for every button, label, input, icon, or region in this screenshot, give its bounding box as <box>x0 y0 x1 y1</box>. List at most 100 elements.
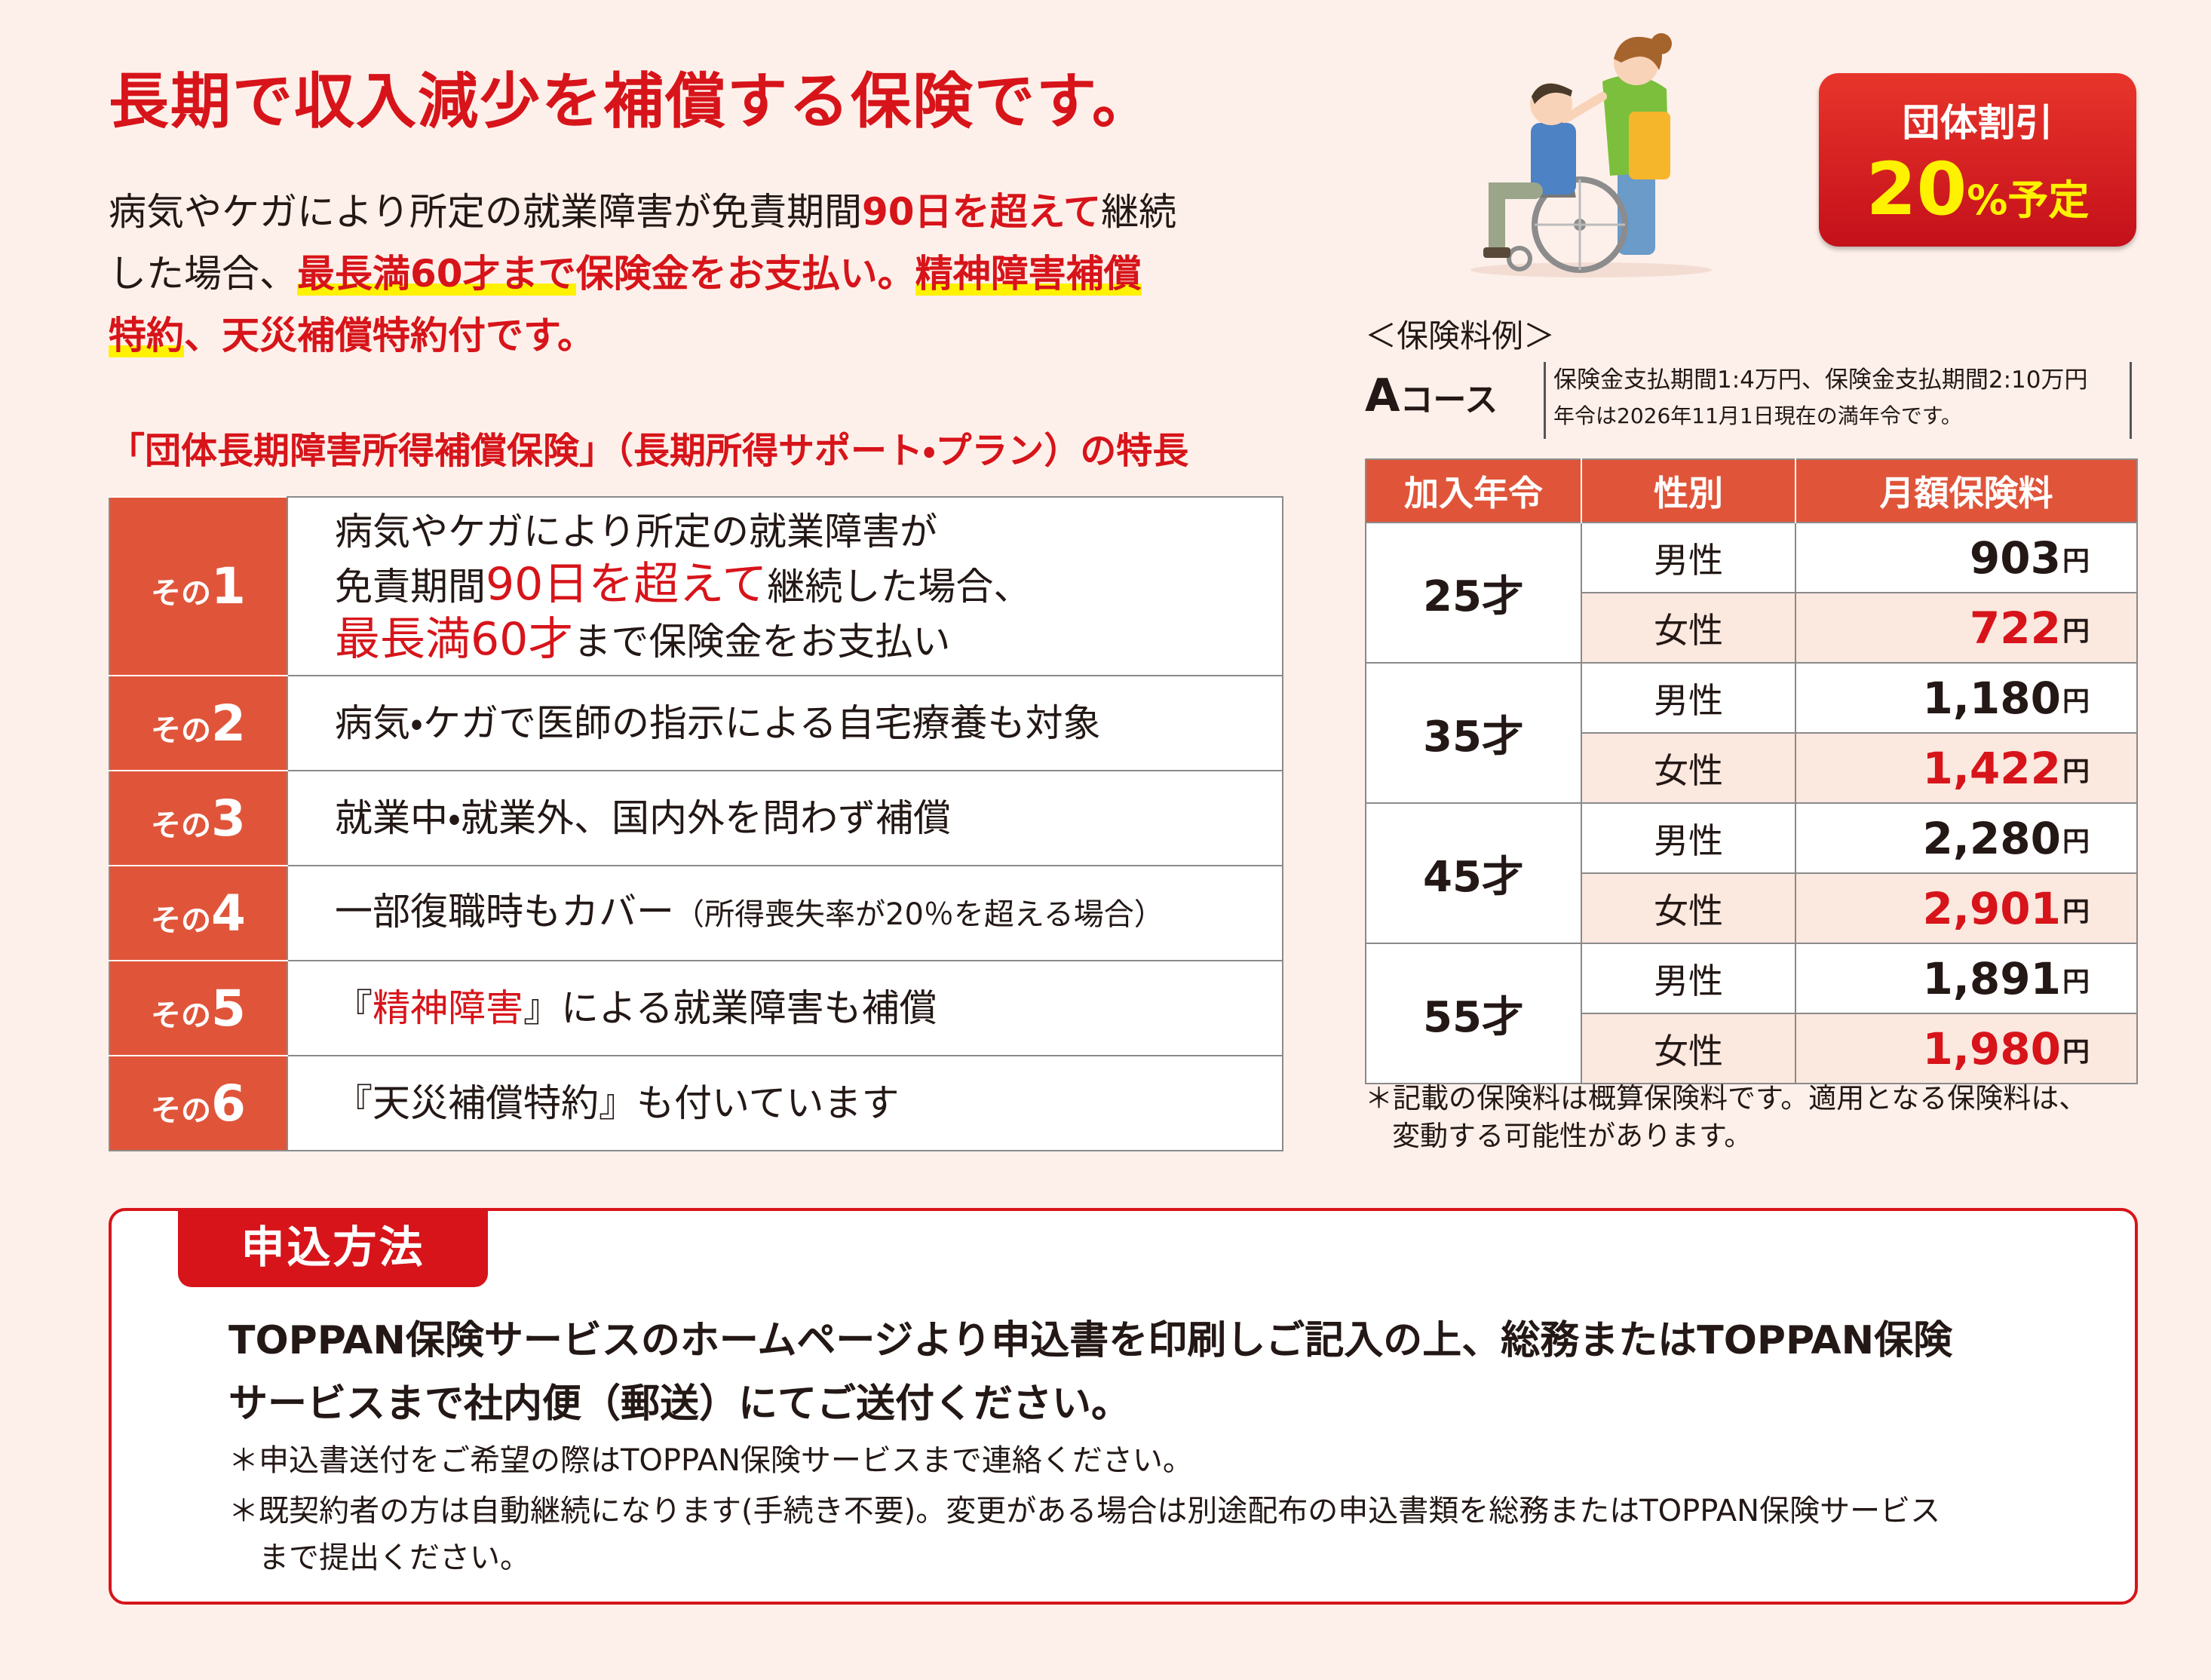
feature-text: 『精神障害』による就業障害も補償 <box>287 960 1283 1056</box>
premium-cell: 1,980 円 <box>1795 1013 2138 1084</box>
text-segment: 『天災補償特約』も付いています <box>335 1081 900 1125</box>
premium-row: 45才 男性 2,280 円 <box>1365 802 2138 944</box>
badge-rate: 20%予定 <box>1819 147 2136 231</box>
text-segment: 精神障害 <box>373 986 523 1030</box>
text-segment: 病気・ケガで医師の指示による自宅療養も対象 <box>335 701 1101 745</box>
premium-cell: 903 円 <box>1795 522 2138 593</box>
premium-unit: 円 <box>2062 616 2090 647</box>
text-segment: 、天災補償特約付です。 <box>184 314 595 357</box>
feature-number: 5 <box>211 979 246 1038</box>
feature-text: 病気やケガにより所定の就業障害が 免責期間90日を超えて継続した場合、 最長満60才… <box>287 496 1283 676</box>
premium-unit: 円 <box>2062 967 2090 998</box>
feature-label: その4 <box>109 865 288 961</box>
discount-badge: 団体割引 20%予定 <box>1819 73 2136 247</box>
feature-prefix: その <box>151 713 212 748</box>
application-box: 申込方法 TOPPAN保険サービスのホームページより申込書を印刷しご記入の上、総… <box>109 1208 2138 1605</box>
premium-row: 女性 722 円 <box>1366 592 2138 664</box>
text-segment: ＊申込書送付をご希望の際はTOPPAN保険サービスまで連絡ください。 <box>228 1443 1193 1478</box>
feature-prefix: その <box>151 808 212 843</box>
feature-label: その6 <box>109 1055 288 1151</box>
course-note: 保険金支払期間1:4万円、保険金支払期間2:10万円 <box>1553 366 2088 394</box>
premium-unit: 円 <box>2062 686 2090 717</box>
age: 55才 <box>1365 943 1582 1084</box>
feature-number: 6 <box>211 1074 246 1133</box>
premium-cell: 2,901 円 <box>1795 872 2138 944</box>
application-note: ＊既契約者の方は自動継続になります(手続き不要)。変更がある場合は別途配布の申込… <box>228 1488 1940 1581</box>
application-notes: ＊申込書送付をご希望の際はTOPPAN保険サービスまで連絡ください。 ＊既契約者の… <box>228 1437 1940 1585</box>
feature-label: その2 <box>109 675 288 771</box>
text-segment: 継続した場合、 <box>767 564 1032 609</box>
feature-label: その3 <box>109 770 288 866</box>
text-segment: 保険金をお支払い。 <box>575 252 915 296</box>
feature-number: 3 <box>211 789 246 848</box>
illustration <box>1470 33 1712 277</box>
feature-prefix: その <box>151 998 212 1033</box>
intro: 病気やケガにより所定の就業障害が免責期間90日を超えて継続した場合、最長満60才… <box>109 181 1176 366</box>
feature-text: 就業中・就業外、国内外を問わず補償 <box>287 770 1283 866</box>
feature-number: 4 <box>211 884 246 943</box>
feature-prefix: その <box>151 576 212 611</box>
feature-label: その5 <box>109 960 288 1056</box>
premium-cell: 722 円 <box>1795 592 2138 664</box>
sex: 男性 <box>1581 522 1796 593</box>
course-note: 年令は2026年11月1日現在の満年令です。 <box>1553 403 1962 428</box>
premium-row: 女性 1,980 円 <box>1366 1013 2138 1084</box>
premium-row: 女性 2,901 円 <box>1366 872 2138 944</box>
course: Aコース <box>1365 369 1498 422</box>
premium-row: 55才 男性 1,891 円 <box>1365 943 2138 1084</box>
text-segment: 『 <box>335 986 373 1030</box>
sex: 女性 <box>1581 1013 1796 1084</box>
text-segment: 90日を超えて <box>862 190 1102 234</box>
feature-text: 病気・ケガで医師の指示による自宅療養も対象 <box>287 675 1283 771</box>
text-segment: TOPPAN保険サービスのホームページより申込書を印刷しご記入の上、総務またはT… <box>228 1318 1953 1363</box>
premium-unit: 円 <box>2062 1037 2090 1068</box>
text-segment: まで提出ください。 <box>259 1541 530 1575</box>
badge-unit: %予定 <box>1967 176 2090 224</box>
premium-amount: 2,901 <box>1922 882 2061 934</box>
text-segment: 病気やケガにより所定の就業障害が免責期間 <box>109 190 862 234</box>
text-segment: 就業中・就業外、国内外を問わず補償 <box>335 796 951 840</box>
age: 25才 <box>1365 522 1582 664</box>
premium-row: 女性 1,422 円 <box>1366 732 2138 804</box>
text-segment: 変動する可能性があります。 <box>1392 1120 1753 1152</box>
premium-cell: 1,180 円 <box>1795 662 2138 734</box>
course-name: コース <box>1400 381 1498 419</box>
premium-unit: 円 <box>2062 826 2090 857</box>
table-header: 月額保険料 <box>1795 459 2137 523</box>
text-segment: 一部復職時もカバー <box>335 890 674 934</box>
text-segment: まで保険金をお支払い <box>573 619 951 664</box>
feature-prefix: その <box>151 903 212 938</box>
feature-row: その3 就業中・就業外、国内外を問わず補償 <box>109 770 1283 866</box>
table-header: 加入年令 <box>1366 459 1581 523</box>
application-body: TOPPAN保険サービスのホームページより申込書を印刷しご記入の上、総務またはT… <box>228 1309 1952 1436</box>
premium-amount: 903 <box>1969 532 2061 584</box>
premium-footnote: ＊記載の保険料は概算保険料です。適用となる保険料は、 変動する可能性があります。 <box>1365 1080 2087 1155</box>
premium-row: 25才 男性 903 円 <box>1365 522 2138 664</box>
premium-amount: 1,422 <box>1922 742 2061 794</box>
course-notes: 保険金支払期間1:4万円、保険金支払期間2:10万円 年令は2026年11月1日… <box>1544 362 2132 439</box>
text-segment: した場合、 <box>109 252 297 296</box>
premium-unit: 円 <box>2062 897 2090 927</box>
text-segment: 』による就業障害も補償 <box>523 986 937 1030</box>
text-segment: 特約 <box>109 314 184 357</box>
feature-text: 一部復職時もカバー（所得喪失率が20％を超える場合） <box>287 865 1283 961</box>
badge-value: 20 <box>1866 147 1967 231</box>
text-segment: サービスまで社内便（郵送）にてご送付ください。 <box>228 1381 1131 1427</box>
premium-amount: 1,891 <box>1922 952 2061 1004</box>
sex: 女性 <box>1581 872 1796 944</box>
text-segment: 継続 <box>1101 190 1177 234</box>
text-segment: 免責期間 <box>335 564 486 609</box>
sex: 女性 <box>1581 732 1796 804</box>
text-segment: 90日を超えて <box>486 557 768 611</box>
text-segment: 精神障害補償 <box>915 252 1142 296</box>
application-note: ＊申込書送付をご希望の際はTOPPAN保険サービスまで連絡ください。 <box>228 1437 1940 1484</box>
text-segment: 最長満60才まで <box>297 252 576 296</box>
feature-row: その2 病気・ケガで医師の指示による自宅療養も対象 <box>109 675 1283 771</box>
badge-label: 団体割引 <box>1902 101 2053 145</box>
table-header: 性別 <box>1581 459 1795 523</box>
features-title: 「団体長期障害所得補償保険」（長期所得サポート・プラン）の特長 <box>109 430 1189 472</box>
premium-row: 35才 男性 1,180 円 <box>1365 662 2138 804</box>
sex: 男性 <box>1581 943 1796 1014</box>
feature-text: 『天災補償特約』も付いています <box>287 1055 1283 1151</box>
